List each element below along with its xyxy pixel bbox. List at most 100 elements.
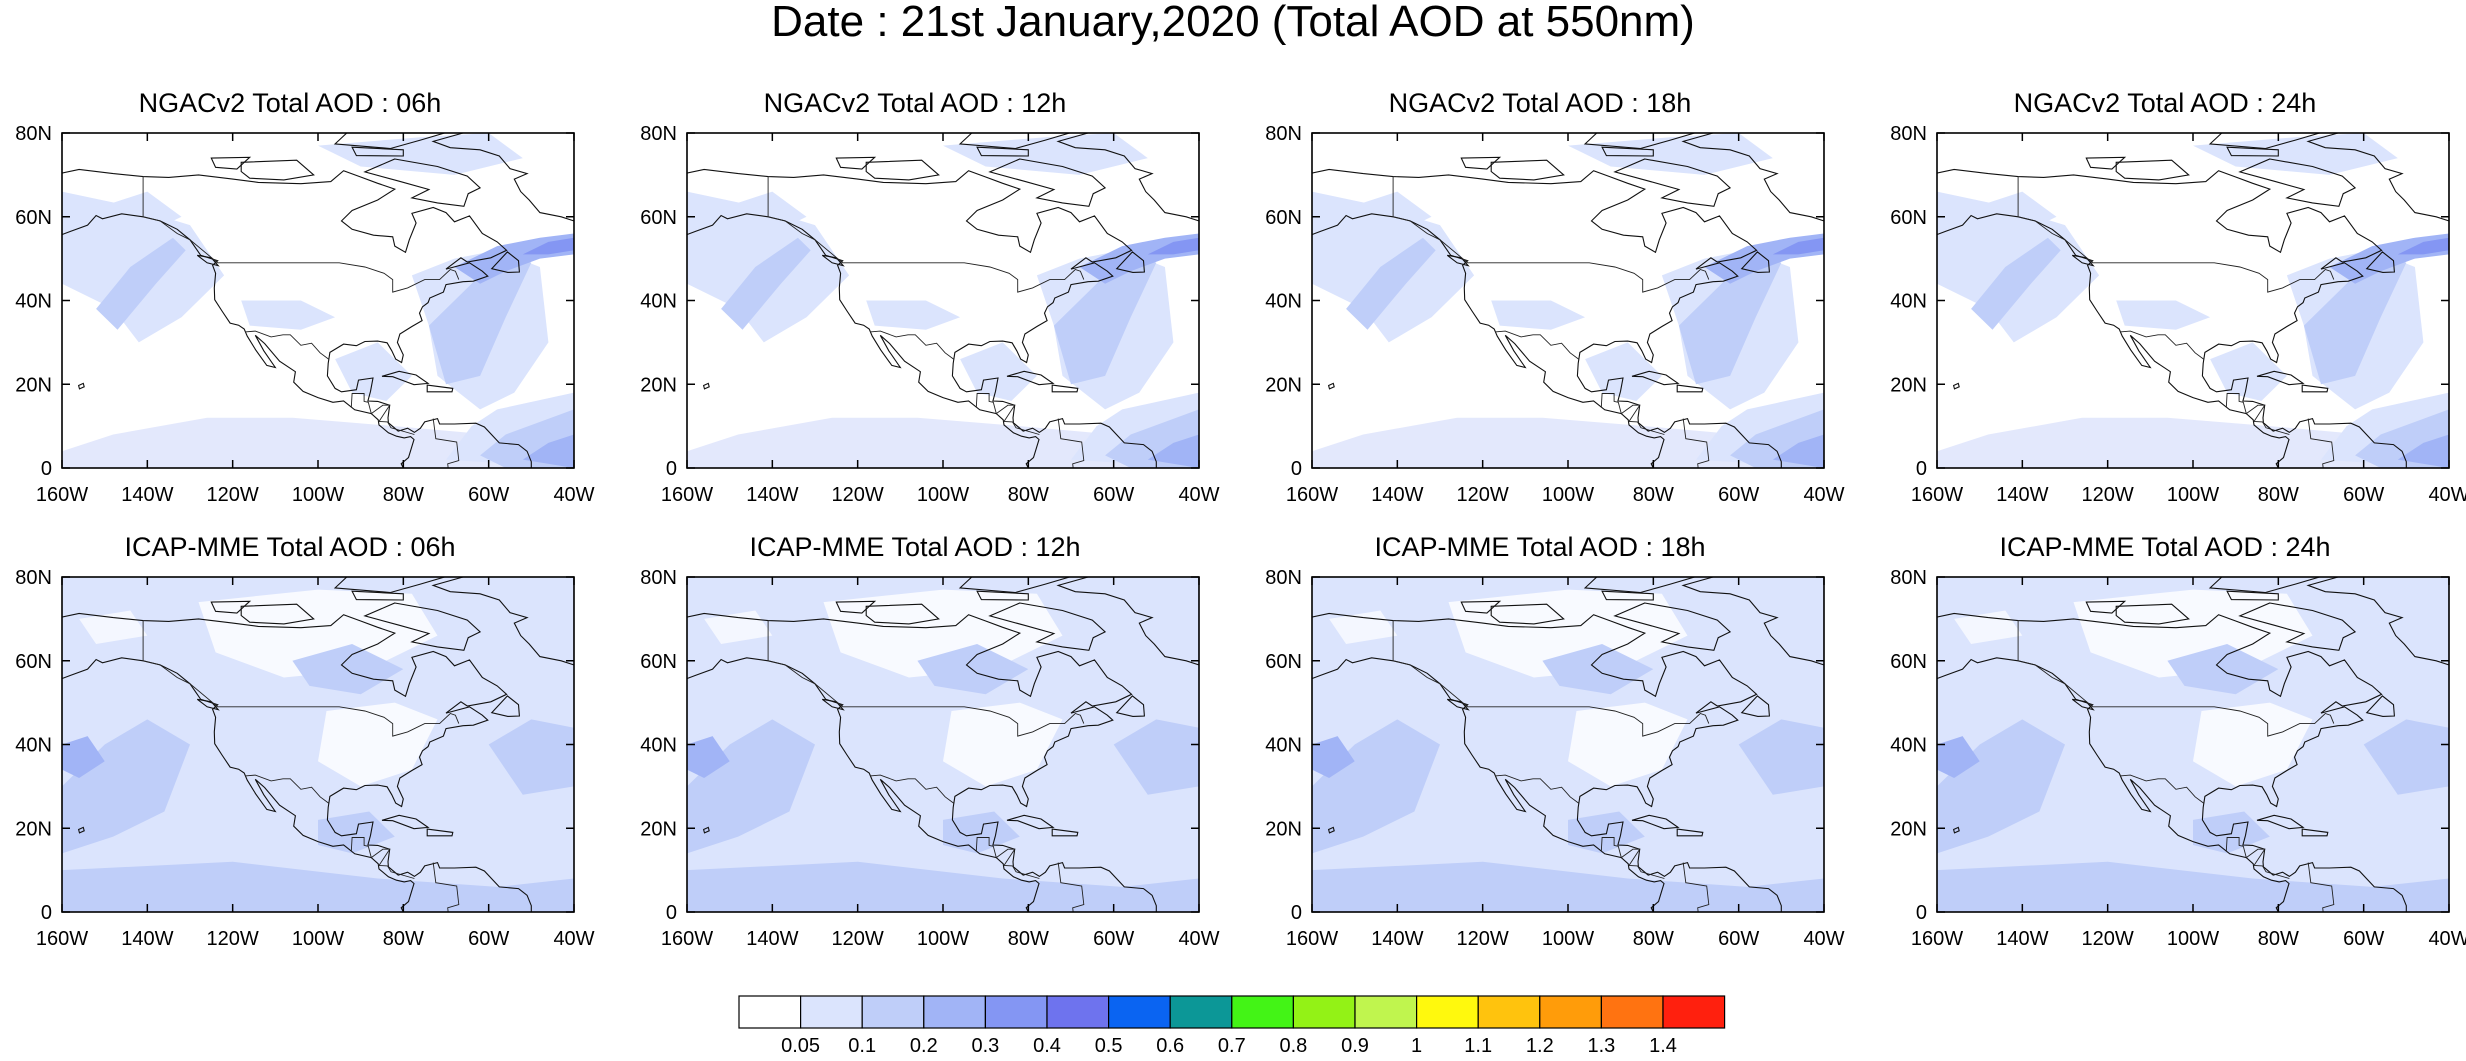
coastline — [2365, 251, 2395, 273]
lat-tick-label: 80N — [1265, 567, 1302, 589]
lon-tick-label: 60W — [1718, 928, 1759, 950]
aod-contour-region — [62, 861, 574, 912]
lon-tick-label: 160W — [661, 928, 713, 950]
country-border — [2307, 862, 2335, 912]
country-border — [869, 774, 955, 804]
lat-tick-label: 0 — [1916, 902, 1927, 924]
lat-tick-label: 60N — [640, 651, 677, 673]
aod-contour-region — [2073, 589, 2313, 678]
panel-title: NGACv2 Total AOD : 24h — [2013, 88, 2317, 118]
panel-title: ICAP-MME Total AOD : 12h — [749, 532, 1081, 562]
lat-tick-label: 0 — [666, 458, 677, 480]
lon-tick-label: 40W — [1178, 928, 1219, 950]
lon-tick-label: 140W — [121, 928, 173, 950]
map-svg: 160W 140W 120W 100W 80W 60W 40W 0 20N 40N 60N 80N — [1890, 567, 2466, 950]
coastline — [2071, 254, 2095, 267]
coastline — [2238, 602, 2357, 651]
coastline — [1056, 133, 1199, 222]
coastline — [988, 602, 1107, 651]
coastline — [1490, 159, 1565, 181]
colorbar-swatch — [1169, 995, 1233, 1029]
coastline — [490, 251, 520, 273]
aod-contour-region — [292, 644, 404, 695]
aod-contour-region — [1937, 417, 2449, 468]
coastline — [381, 370, 430, 386]
country-border — [1494, 774, 1580, 804]
coastline — [240, 159, 315, 181]
lon-tick-label: 40W — [2428, 928, 2466, 950]
lat-tick-label: 60N — [1265, 207, 1302, 229]
coastline — [2226, 590, 2279, 601]
coastline — [2208, 133, 2322, 150]
coastline — [1446, 698, 1470, 711]
country-border — [2225, 393, 2290, 435]
coastline — [1327, 826, 1335, 834]
colorbar-label: 0.1 — [848, 1035, 876, 1056]
aod-contour-region — [522, 237, 574, 255]
lon-tick-label: 80W — [1633, 928, 1674, 950]
coastline — [1937, 168, 2407, 468]
coastline — [2085, 600, 2127, 614]
aod-field — [1312, 133, 1824, 468]
aod-contour-region — [1147, 434, 1199, 468]
coastline — [351, 590, 404, 601]
aod-contour-region — [1312, 577, 1824, 912]
coastline — [2301, 384, 2329, 393]
colorbar-swatch — [1354, 995, 1418, 1029]
lon-tick-label: 100W — [917, 928, 969, 950]
coastline — [2256, 370, 2305, 386]
aod-contour-region — [318, 702, 438, 787]
coastline — [1681, 133, 1824, 222]
coastline — [976, 590, 1029, 601]
aod-contour-region — [1568, 702, 1688, 787]
coastline — [865, 159, 940, 181]
aod-contour-region — [198, 589, 438, 678]
country-border — [767, 620, 1085, 737]
lat-tick-label: 20N — [640, 818, 677, 840]
lat-tick-label: 40N — [1265, 735, 1302, 757]
lon-tick-label: 60W — [1718, 484, 1759, 506]
colorbar-swatch — [738, 995, 802, 1029]
country-border — [142, 620, 460, 737]
lon-tick-label: 40W — [553, 928, 594, 950]
coastline — [210, 156, 252, 170]
coastline — [1490, 603, 1565, 625]
aod-contour-region — [1678, 250, 1782, 385]
lon-tick-label: 60W — [468, 484, 509, 506]
colorbar-label: 0.5 — [1095, 1035, 1123, 1056]
aod-field — [1937, 133, 2449, 468]
map-panel-ngacv2-18h: NGACv2 Total AOD : 18h 160W 140W 120W 100W 8… — [1250, 88, 1844, 508]
coastline — [2085, 156, 2127, 170]
colorbar-label: 0.6 — [1156, 1035, 1184, 1056]
lat-tick-label: 20N — [1265, 818, 1302, 840]
lon-tick-label: 140W — [121, 484, 173, 506]
lat-tick-label: 80N — [1265, 123, 1302, 145]
panel-title: NGACv2 Total AOD : 06h — [138, 88, 442, 118]
country-border — [975, 837, 1040, 879]
coastline — [431, 133, 574, 222]
coastline — [1115, 695, 1145, 717]
panel-title: ICAP-MME Total AOD : 24h — [1999, 532, 2331, 562]
coastline — [333, 133, 447, 150]
coastline — [1631, 814, 1680, 830]
lon-tick-label: 80W — [2258, 484, 2299, 506]
lat-tick-label: 40N — [640, 735, 677, 757]
country-border — [1600, 393, 1665, 435]
lat-tick-label: 0 — [1291, 458, 1302, 480]
aod-contour-region — [1937, 736, 1980, 778]
lat-tick-label: 60N — [1890, 651, 1927, 673]
lon-tick-label: 120W — [207, 484, 259, 506]
lon-tick-label: 120W — [2082, 484, 2134, 506]
colorbar-swatch — [1477, 995, 1541, 1029]
lon-tick-label: 80W — [2258, 928, 2299, 950]
colorbar-swatch — [799, 995, 863, 1029]
panel-title: NGACv2 Total AOD : 18h — [1388, 88, 1692, 118]
country-border — [2119, 330, 2205, 360]
coastline — [958, 577, 1072, 594]
coastline — [1460, 600, 1502, 614]
coastline — [1115, 251, 1145, 273]
coastline — [687, 168, 1157, 468]
colorbar-label: 0.9 — [1341, 1035, 1369, 1056]
lon-tick-label: 60W — [468, 928, 509, 950]
